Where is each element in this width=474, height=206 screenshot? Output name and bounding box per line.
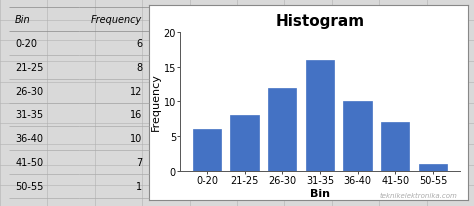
Bar — [419, 164, 447, 171]
Y-axis label: Frequency: Frequency — [151, 73, 161, 131]
Text: teknikelektronika.com: teknikelektronika.com — [380, 192, 457, 198]
Bar — [268, 88, 296, 171]
X-axis label: Bin: Bin — [310, 188, 330, 198]
Title: Histogram: Histogram — [275, 14, 365, 29]
Bar — [344, 102, 372, 171]
Bar — [230, 116, 259, 171]
Bar — [193, 130, 221, 171]
Bar — [381, 123, 410, 171]
Bar — [306, 61, 334, 171]
